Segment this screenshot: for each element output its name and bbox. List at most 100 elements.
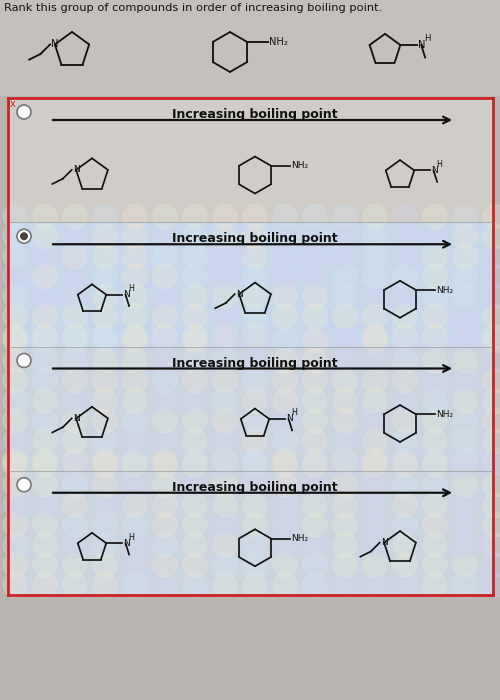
Circle shape (3, 453, 27, 477)
Bar (9, 472, 492, 595)
Circle shape (333, 533, 357, 557)
Circle shape (363, 389, 387, 413)
Circle shape (63, 304, 87, 328)
Circle shape (63, 369, 87, 393)
Circle shape (303, 325, 327, 349)
Circle shape (123, 449, 147, 472)
Circle shape (363, 204, 387, 228)
Circle shape (213, 329, 237, 353)
Circle shape (303, 329, 327, 353)
Circle shape (93, 493, 117, 517)
Circle shape (63, 244, 87, 269)
Circle shape (363, 304, 387, 328)
Circle shape (243, 573, 267, 597)
Circle shape (483, 389, 500, 413)
Circle shape (453, 284, 477, 309)
Circle shape (33, 409, 57, 433)
Circle shape (123, 553, 147, 577)
Circle shape (423, 349, 447, 372)
Circle shape (303, 284, 327, 309)
Circle shape (303, 409, 327, 433)
Circle shape (243, 284, 267, 309)
Circle shape (483, 493, 500, 517)
Circle shape (453, 304, 477, 328)
Circle shape (183, 225, 207, 248)
Circle shape (333, 428, 357, 453)
Circle shape (453, 449, 477, 472)
Circle shape (63, 225, 87, 248)
Circle shape (243, 204, 267, 228)
Circle shape (243, 473, 267, 497)
Circle shape (33, 553, 57, 577)
Circle shape (483, 473, 500, 497)
Circle shape (153, 325, 177, 349)
Circle shape (333, 284, 357, 309)
Circle shape (93, 349, 117, 372)
Circle shape (423, 513, 447, 537)
Circle shape (423, 329, 447, 353)
Circle shape (393, 225, 417, 248)
Circle shape (243, 513, 267, 537)
Circle shape (273, 349, 297, 372)
Circle shape (3, 304, 27, 328)
Circle shape (3, 473, 27, 497)
Circle shape (243, 225, 267, 248)
Circle shape (153, 329, 177, 353)
Circle shape (123, 453, 147, 477)
Circle shape (153, 473, 177, 497)
Circle shape (93, 284, 117, 309)
Circle shape (183, 369, 207, 393)
Circle shape (423, 265, 447, 288)
Text: x: x (10, 99, 16, 109)
Text: Increasing boiling point: Increasing boiling point (172, 232, 338, 245)
Circle shape (93, 573, 117, 597)
Circle shape (273, 225, 297, 248)
Text: NH₂: NH₂ (292, 534, 308, 543)
Bar (9, 347, 492, 470)
Circle shape (93, 389, 117, 413)
Circle shape (453, 493, 477, 517)
Circle shape (3, 369, 27, 393)
Circle shape (303, 244, 327, 269)
Circle shape (453, 244, 477, 269)
Bar (9, 223, 492, 346)
Circle shape (3, 493, 27, 517)
Circle shape (423, 453, 447, 477)
Circle shape (363, 513, 387, 537)
Circle shape (3, 349, 27, 372)
Circle shape (453, 225, 477, 248)
Circle shape (63, 265, 87, 288)
Circle shape (123, 349, 147, 372)
Circle shape (213, 284, 237, 309)
Circle shape (33, 453, 57, 477)
Circle shape (273, 304, 297, 328)
Circle shape (333, 573, 357, 597)
Circle shape (33, 513, 57, 537)
Circle shape (333, 325, 357, 349)
Circle shape (453, 573, 477, 597)
Circle shape (453, 409, 477, 433)
Circle shape (213, 409, 237, 433)
Circle shape (3, 573, 27, 597)
Circle shape (453, 473, 477, 497)
Circle shape (3, 533, 27, 557)
Circle shape (243, 389, 267, 413)
Circle shape (93, 265, 117, 288)
Circle shape (213, 204, 237, 228)
Circle shape (33, 449, 57, 472)
Circle shape (93, 329, 117, 353)
Circle shape (63, 349, 87, 372)
Circle shape (3, 204, 27, 228)
Circle shape (213, 225, 237, 248)
Circle shape (33, 369, 57, 393)
Circle shape (33, 225, 57, 248)
Circle shape (303, 225, 327, 248)
Circle shape (243, 244, 267, 269)
Circle shape (333, 265, 357, 288)
Circle shape (183, 349, 207, 372)
Circle shape (483, 573, 500, 597)
Circle shape (273, 265, 297, 288)
Text: N: N (123, 290, 130, 299)
Circle shape (153, 428, 177, 453)
Circle shape (423, 389, 447, 413)
